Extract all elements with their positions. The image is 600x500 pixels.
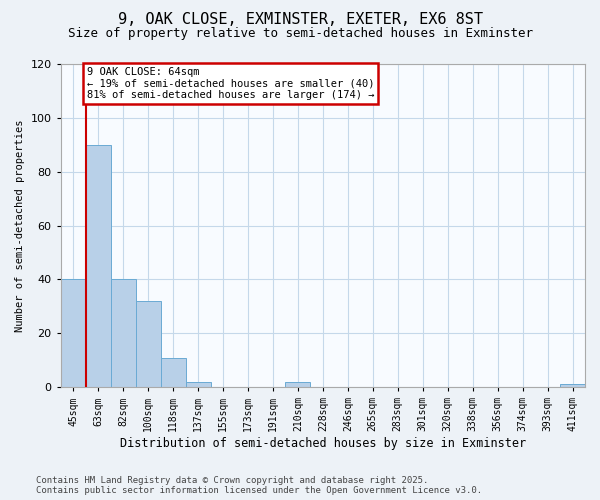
Text: 9, OAK CLOSE, EXMINSTER, EXETER, EX6 8ST: 9, OAK CLOSE, EXMINSTER, EXETER, EX6 8ST [118, 12, 482, 28]
Text: 9 OAK CLOSE: 64sqm
← 19% of semi-detached houses are smaller (40)
81% of semi-de: 9 OAK CLOSE: 64sqm ← 19% of semi-detache… [87, 66, 374, 100]
X-axis label: Distribution of semi-detached houses by size in Exminster: Distribution of semi-detached houses by … [120, 437, 526, 450]
Bar [560, 384, 585, 387]
Bar [136, 301, 161, 387]
Bar [286, 382, 310, 387]
Bar [185, 382, 211, 387]
Bar [161, 358, 185, 387]
Bar [110, 280, 136, 387]
Y-axis label: Number of semi-detached properties: Number of semi-detached properties [15, 120, 25, 332]
Bar [61, 280, 86, 387]
Text: Contains HM Land Registry data © Crown copyright and database right 2025.
Contai: Contains HM Land Registry data © Crown c… [36, 476, 482, 495]
Text: Size of property relative to semi-detached houses in Exminster: Size of property relative to semi-detach… [67, 28, 533, 40]
Bar [86, 145, 110, 387]
